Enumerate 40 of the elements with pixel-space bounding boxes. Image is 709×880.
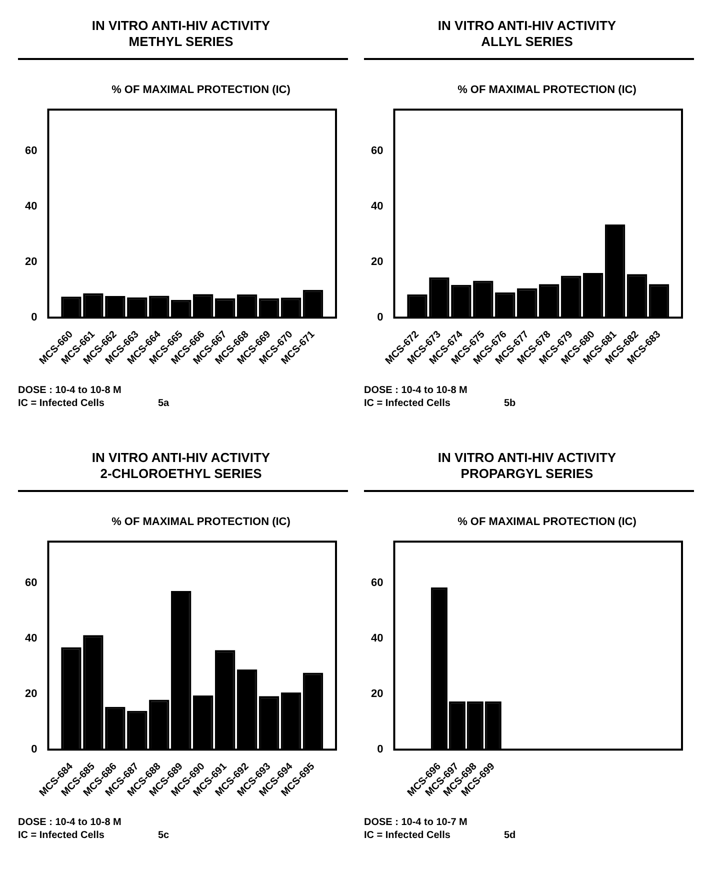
y-tick-label: 40 xyxy=(24,200,38,213)
text: IC = Infected Cells xyxy=(18,397,106,410)
text: DOSE : 10-4 to 10-7 M xyxy=(364,816,468,829)
chart-title: IN VITRO ANTI-HIV ACTIVITY xyxy=(436,450,618,466)
y-tick-label: 60 xyxy=(370,577,384,590)
text: DOSE : 10-4 to 10-8 M xyxy=(18,816,122,829)
y-axis-title: % OF MAXIMAL PROTECTION (IC) xyxy=(456,516,638,528)
text: 5a xyxy=(158,397,170,410)
y-tick-label: 60 xyxy=(24,145,38,158)
text: 5c xyxy=(158,829,170,842)
text: IC = Infected Cells xyxy=(364,829,452,842)
y-axis-title: % OF MAXIMAL PROTECTION (IC) xyxy=(456,84,638,96)
text: IC = Infected Cells xyxy=(364,397,452,410)
text: 5b xyxy=(504,397,516,410)
chart-subtitle: METHYL SERIES xyxy=(128,34,234,50)
text: DOSE : 10-4 to 10-8 M xyxy=(364,384,468,397)
y-tick-label: 0 xyxy=(377,744,384,756)
y-tick-label: 60 xyxy=(24,577,38,590)
chart-title: IN VITRO ANTI-HIV ACTIVITY xyxy=(436,18,618,34)
text: DOSE : 10-4 to 10-8 M xyxy=(18,384,122,397)
chart-title: IN VITRO ANTI-HIV ACTIVITY xyxy=(90,450,272,466)
chart-subtitle: PROPARGYL SERIES xyxy=(460,466,594,482)
y-tick-label: 0 xyxy=(31,744,38,756)
y-tick-label: 0 xyxy=(31,312,38,324)
chart-subtitle: 2-CHLOROETHYL SERIES xyxy=(99,466,263,482)
text: 5d xyxy=(504,829,516,842)
y-tick-label: 0 xyxy=(377,312,384,324)
y-tick-label: 20 xyxy=(370,688,384,700)
chart-title: IN VITRO ANTI-HIV ACTIVITY xyxy=(90,18,272,34)
y-axis-title: % OF MAXIMAL PROTECTION (IC) xyxy=(110,516,292,528)
y-tick-label: 40 xyxy=(370,200,384,213)
y-tick-label: 20 xyxy=(370,256,384,268)
chart-subtitle: ALLYL SERIES xyxy=(480,34,574,50)
y-axis-title: % OF MAXIMAL PROTECTION (IC) xyxy=(110,84,292,96)
y-tick-label: 60 xyxy=(370,145,384,158)
y-tick-label: 20 xyxy=(24,688,38,700)
y-tick-label: 20 xyxy=(24,256,38,268)
text: IC = Infected Cells xyxy=(18,829,106,842)
y-tick-label: 40 xyxy=(370,632,384,645)
y-tick-label: 40 xyxy=(24,632,38,645)
